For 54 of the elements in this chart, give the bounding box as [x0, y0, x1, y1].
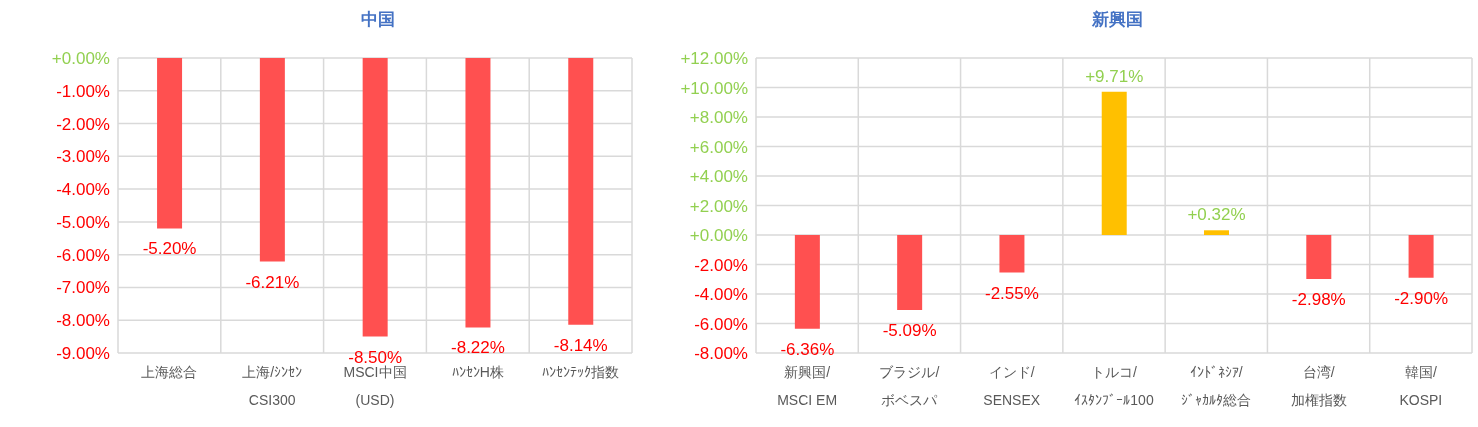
- x-tick-label: 上海/ｼﾝｾﾝ CSI300: [242, 364, 303, 408]
- data-label: -8.14%: [553, 335, 608, 355]
- y-tick-label: +8.00%: [689, 108, 748, 127]
- y-tick-label: -4.00%: [56, 180, 110, 200]
- data-label: -2.98%: [1291, 289, 1346, 309]
- x-tick-label: トルコ/ ｲｽﾀﾝﾌﾞｰﾙ100: [1074, 364, 1154, 408]
- data-label: -2.55%: [985, 283, 1039, 303]
- data-label: -5.09%: [882, 321, 937, 341]
- x-tick-label: インド/ SENSEX: [983, 364, 1041, 408]
- y-tick-label: -6.00%: [694, 314, 748, 334]
- y-tick-label: -6.00%: [56, 245, 110, 265]
- y-tick-label: -5.00%: [56, 212, 110, 232]
- x-tick-label: ｲﾝﾄﾞﾈｼｱ/ ｼﾞｬｶﾙﾀ総合: [1181, 364, 1252, 408]
- x-tick-label: MSCI中国 (USD): [343, 364, 407, 408]
- data-label: +9.71%: [1085, 66, 1144, 86]
- y-tick-label: -2.00%: [694, 255, 748, 275]
- chart-title: 新興国: [1090, 9, 1144, 31]
- y-tick-label: -8.00%: [56, 311, 110, 331]
- data-label: +0.32%: [1187, 205, 1246, 225]
- x-tick-label: 上海総合: [141, 364, 198, 380]
- bar: [1101, 91, 1127, 235]
- bar: [1204, 230, 1230, 235]
- bar: [1408, 235, 1434, 278]
- y-tick-label: -7.00%: [56, 278, 110, 298]
- data-label: -8.22%: [451, 338, 505, 358]
- y-tick-label: -8.00%: [694, 344, 748, 363]
- y-tick-label: +0.00%: [51, 49, 110, 68]
- x-tick-label: 韓国/ KOSPI: [1399, 364, 1443, 408]
- bar: [1306, 235, 1332, 279]
- x-tick-label: ﾊﾝｾﾝH株: [451, 364, 504, 380]
- y-tick-label: +2.00%: [689, 196, 748, 216]
- data-label: -5.20%: [142, 239, 197, 259]
- y-tick-label: +12.00%: [680, 49, 748, 68]
- data-label: -6.36%: [780, 339, 835, 359]
- y-tick-label: -2.00%: [56, 114, 110, 134]
- chart-title: 中国: [360, 9, 396, 31]
- bar: [999, 235, 1025, 273]
- x-tick-label: 台湾/ 加権指数: [1290, 364, 1347, 408]
- data-label: -8.50%: [348, 347, 403, 367]
- y-tick-label: +10.00%: [680, 78, 748, 98]
- x-tick-label: ﾊﾝｾﾝﾃｯｸ指数: [542, 364, 620, 380]
- data-label: -2.90%: [1394, 288, 1449, 308]
- y-tick-label: -4.00%: [694, 285, 748, 304]
- x-tick-label: 新興国/ MSCI EM: [777, 364, 838, 408]
- y-tick-label: +0.00%: [689, 226, 748, 245]
- y-tick-label: +4.00%: [689, 167, 748, 186]
- y-tick-label: -9.00%: [56, 344, 110, 363]
- y-tick-label: -1.00%: [56, 81, 110, 101]
- y-tick-label: +6.00%: [689, 137, 748, 157]
- data-label: -6.21%: [245, 272, 300, 292]
- x-tick-label: ブラジル/ ボベスパ: [879, 364, 940, 408]
- y-tick-label: -3.00%: [56, 147, 110, 167]
- bar: [794, 235, 820, 329]
- bar: [897, 235, 923, 311]
